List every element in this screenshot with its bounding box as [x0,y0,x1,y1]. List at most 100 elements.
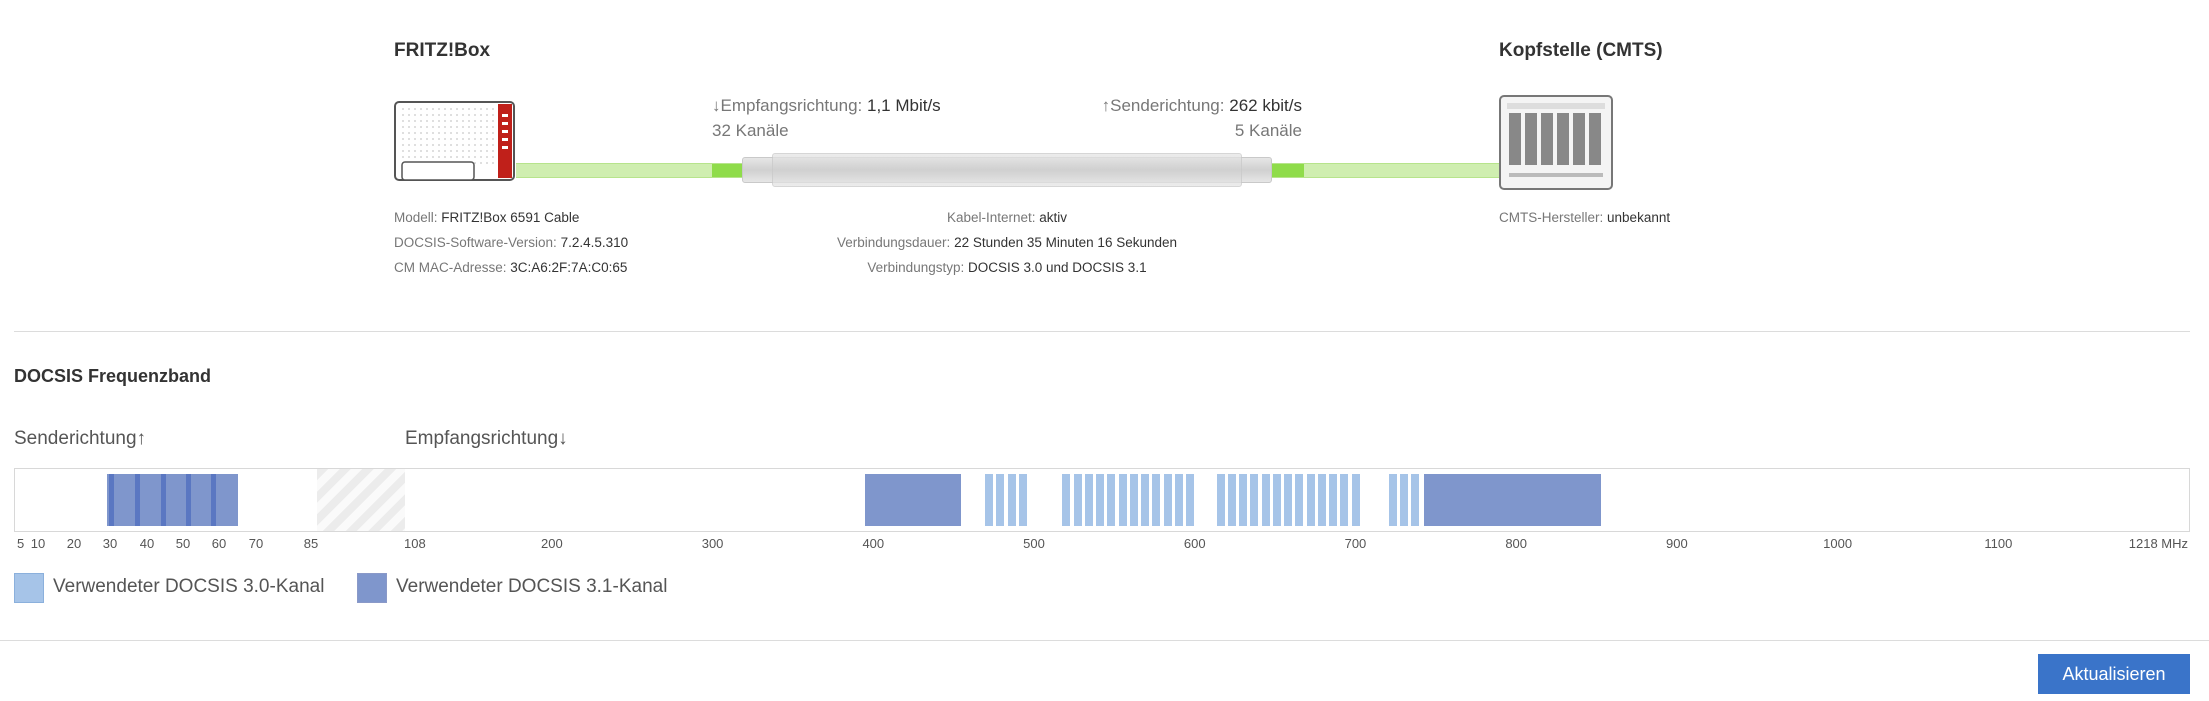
axis-tick-down: 108 [404,536,426,551]
downstream-docsis30-channel [1284,474,1293,526]
refresh-button[interactable]: Aktualisieren [2038,654,2190,694]
axis-tick-down: 400 [862,536,885,551]
upstream-rate-value: 262 kbit/s [1229,96,1302,115]
upstream-channel-marker [185,474,191,526]
model-label: Modell: [394,210,438,225]
downstream-channels-area [405,469,2189,531]
downstream-docsis30-channel [1096,474,1105,526]
section-divider [14,331,2190,332]
axis-tick-up: 85 [303,536,319,551]
axis-tick-down: 800 [1505,536,1528,551]
mac-value: 3C:A6:2F:7A:C0:65 [510,260,628,275]
downstream-rate-value: 1,1 Mbit/s [866,96,941,115]
vendor-label: CMTS-Hersteller: [1499,210,1604,225]
downstream-docsis30-channel [1216,474,1225,526]
downstream-docsis30-channel [1007,474,1016,526]
downstream-docsis30-channel [996,474,1005,526]
legend-docsis30-label: Verwendeter DOCSIS 3.0-Kanal [53,576,325,597]
downstream-label: ↓Empfangsrichtung: [712,96,863,115]
downstream-docsis30-channel [1084,474,1093,526]
downstream-docsis31-block [864,474,962,526]
downstream-docsis30-channel [1272,474,1281,526]
axis-tick-down: 1000 [1823,536,1853,551]
downstream-docsis30-channel [1351,474,1360,526]
axis-tick-up: 20 [66,536,82,551]
upstream-channel-marker [211,474,216,526]
fritzbox-device-icon [394,100,516,184]
downstream-docsis30-channel [1329,474,1338,526]
downstream-docsis30-channel [1227,474,1236,526]
axis-tick-up: 60 [211,536,227,551]
model-value: FRITZ!Box 6591 Cable [441,210,580,225]
downstream-docsis30-channel [1317,474,1326,526]
downstream-docsis30-channel [1163,474,1172,526]
downstream-docsis30-channel [1239,474,1248,526]
downstream-docsis30-channel [1118,474,1127,526]
type-value: DOCSIS 3.0 und DOCSIS 3.1 [968,260,1147,275]
downstream-docsis30-channel [1129,474,1138,526]
upstream-channel-marker [135,474,141,526]
guard-band [317,469,405,531]
mac-label: CM MAC-Adresse: [394,260,507,275]
axis-tick-up: 30 [102,536,118,551]
axis-tick-up: 5 [17,536,25,551]
cable-highlight-right [1272,164,1304,177]
frequency-axis: 5 10 20 30 40 50 60 70 85 108 200 300 400 500 600 700 80… [14,536,2190,556]
axis-tick-down: 1218 MHz [2128,536,2188,551]
downstream-rate: ↓Empfangsrichtung: 1,1 Mbit/s [712,93,941,118]
downstream-docsis30-channel [1306,474,1315,526]
duration-label: Verbindungsdauer: [836,235,951,250]
downstream-docsis30-channel [1174,474,1183,526]
cmts-title: Kopfstelle (CMTS) [1499,40,1663,61]
downstream-docsis30-channel [1295,474,1304,526]
band-down-label: Empfangsrichtung↓ [405,428,568,449]
internet-value: aktiv [1039,210,1068,225]
axis-tick-up: 70 [248,536,264,551]
legend-docsis31-swatch [357,573,387,603]
duration-value: 22 Stunden 35 Minuten 16 Sekunden [954,235,1178,250]
downstream-docsis30-channel [1062,474,1071,526]
fritzbox-title: FRITZ!Box [394,40,491,61]
axis-tick-up: 50 [175,536,191,551]
downstream-channels: 32 Kanäle [712,121,789,140]
downstream-docsis30-channel [1411,474,1420,526]
internet-label: Kabel-Internet: [946,210,1036,225]
upstream-rate: ↑Senderichtung: 262 kbit/s [1102,93,1302,118]
cmts-device-icon [1499,95,1613,190]
axis-tick-down: 500 [1023,536,1045,551]
footer-divider [0,640,2209,641]
downstream-docsis30-channel [1141,474,1150,526]
connection-duration: Verbindungsdauer: 22 Stunden 35 Minuten … [707,230,1307,255]
downstream-docsis30-channel [1073,474,1082,526]
band-up-label: Senderichtung↑ [14,428,147,449]
upstream-channel-marker [109,474,115,526]
downstream-docsis30-channel [985,474,994,526]
band-title: DOCSIS Frequenzband [14,366,212,386]
upstream-docsis31-block [107,474,239,526]
docsis-label: DOCSIS-Software-Version: [394,235,557,250]
fritzbox-mac: CM MAC-Adresse: 3C:A6:2F:7A:C0:65 [394,255,627,280]
type-label: Verbindungstyp: [867,260,965,275]
axis-tick-down: 900 [1666,536,1688,551]
downstream-docsis30-channel [1018,474,1027,526]
connection-type: Verbindungstyp: DOCSIS 3.0 und DOCSIS 3.… [707,255,1307,280]
axis-tick-up: 40 [139,536,155,551]
fritzbox-docsis-version: DOCSIS-Software-Version: 7.2.4.5.310 [394,230,628,255]
vendor-value: unbekannt [1607,210,1671,225]
downstream-docsis30-channel [1152,474,1161,526]
downstream-docsis30-channel [1250,474,1259,526]
downstream-docsis30-channel [1388,474,1397,526]
upstream-channels: 5 Kanäle [1234,121,1302,140]
downstream-docsis30-channel [1340,474,1349,526]
frequency-band [14,468,2190,532]
axis-tick-up: 10 [30,536,46,551]
connection-internet: Kabel-Internet: aktiv [707,205,1307,230]
cable-bundle-inner [772,153,1242,187]
axis-tick-down: 200 [541,536,563,551]
downstream-docsis30-channel [1107,474,1116,526]
fritzbox-model: Modell: FRITZ!Box 6591 Cable [394,205,579,230]
upstream-label: ↑Senderichtung: [1101,96,1225,115]
upstream-channels-area [15,469,317,531]
axis-tick-down: 1100 [1984,536,2013,551]
upstream-channel-marker [160,474,166,526]
